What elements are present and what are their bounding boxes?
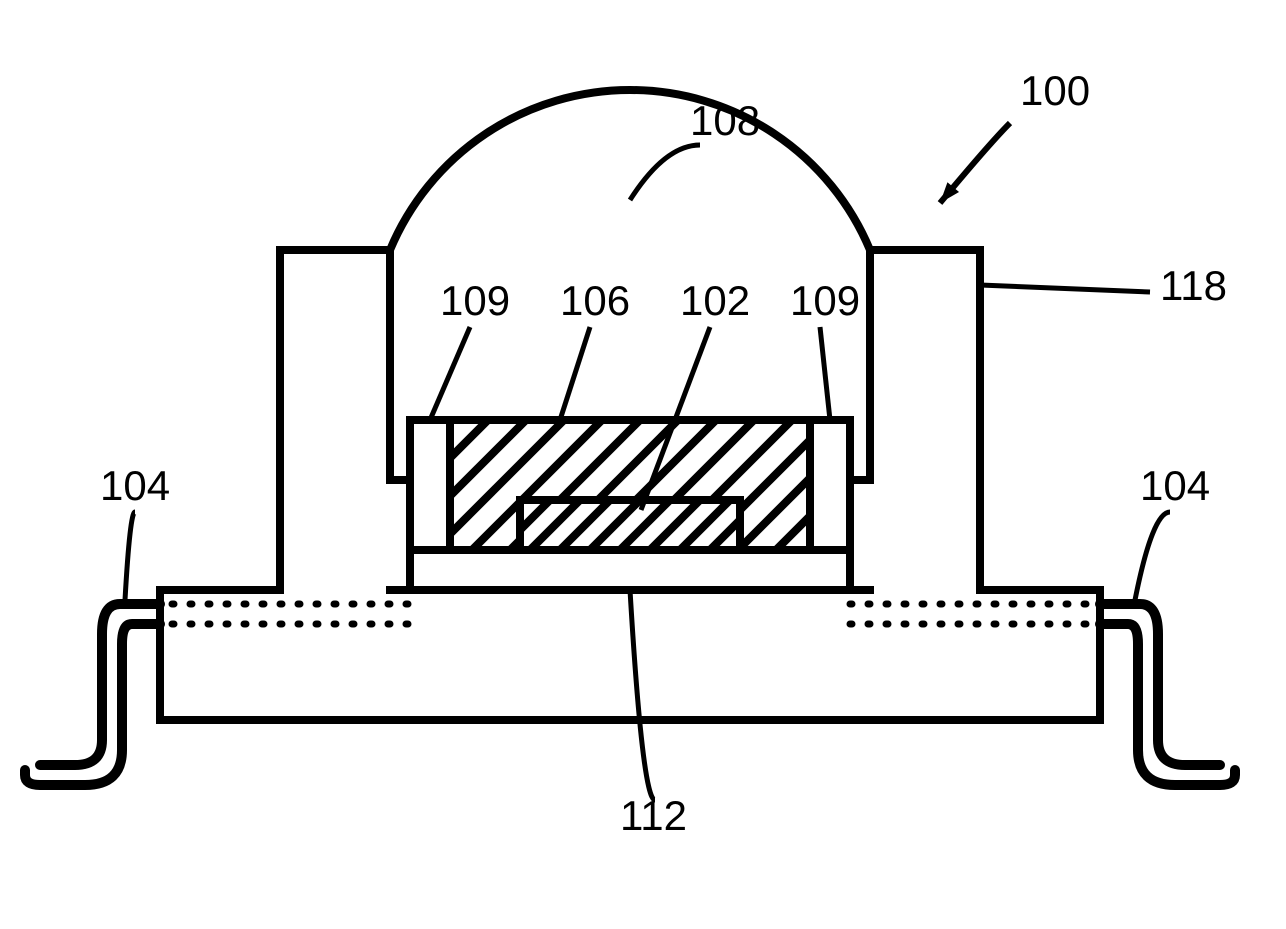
label-spacer_r: 109 [790,277,860,324]
lead-left [25,604,160,785]
assembly-arrow [940,123,1010,203]
spacer-right [810,420,850,550]
submount [410,550,850,590]
label-chip: 102 [680,277,750,324]
die-stack [410,420,850,590]
label-submount: 112 [620,792,687,839]
label-assembly: 100 [1020,67,1090,114]
led-package-cross-section: 100 108 109 106 102 109 118 104 104 112 [0,0,1286,929]
label-lens: 108 [690,97,760,144]
lead-right [1100,604,1235,785]
label-lead_l: 104 [100,462,170,509]
label-spacer_l: 109 [440,277,510,324]
label-converter: 106 [560,277,630,324]
spacer-left [410,420,450,550]
label-lead_r: 104 [1140,462,1210,509]
lens-dome [390,90,870,250]
label-housing: 118 [1160,262,1227,309]
